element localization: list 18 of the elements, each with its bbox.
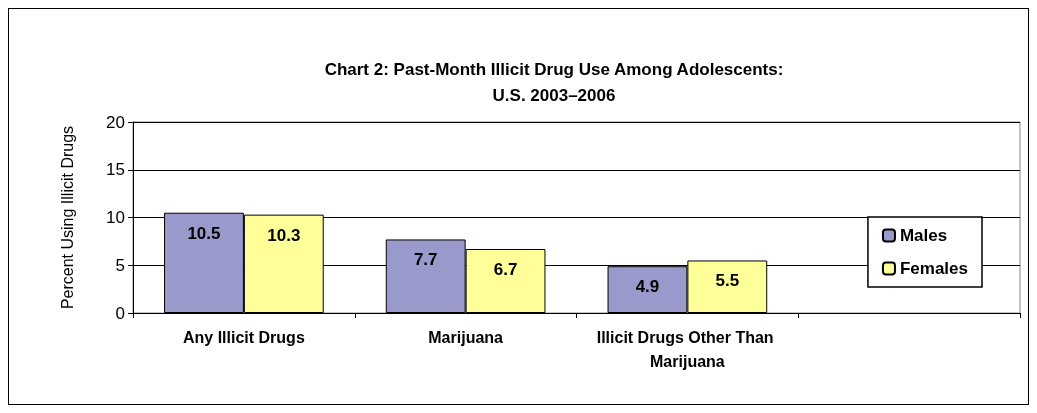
x-tick-label: Any Illicit Drugs — [182, 328, 305, 346]
y-tick-label: 10 — [106, 208, 125, 227]
data-label: 4.9 — [635, 277, 660, 297]
x-tick-label: Illicit Drugs Other Than Marijuana — [596, 328, 779, 370]
legend-label: Females — [899, 259, 969, 278]
data-label: 10.5 — [187, 223, 221, 243]
chart-title: Chart 2: Past-Month Illicit Drug Use Among Adolescents: U.S. 2003–2006 — [324, 59, 784, 105]
data-label: 7.7 — [413, 250, 438, 270]
data-label: 6.7 — [493, 260, 518, 280]
y-axis-title: Percent Using Illicit Drugs — [58, 125, 76, 310]
legend-label: Males — [899, 226, 948, 245]
y-tick-label: 20 — [106, 112, 125, 132]
data-label: 5.5 — [715, 271, 740, 291]
x-tick-label: Marijuana — [428, 328, 504, 346]
y-tick-label: 5 — [115, 255, 125, 275]
data-label: 10.3 — [267, 225, 301, 245]
y-tick-label: 0 — [115, 303, 125, 323]
y-tick-label: 15 — [106, 160, 125, 180]
